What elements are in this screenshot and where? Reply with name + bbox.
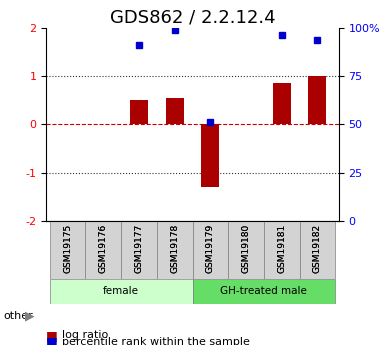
Bar <box>166 98 184 125</box>
Text: GSM19176: GSM19176 <box>99 224 108 274</box>
FancyBboxPatch shape <box>157 221 192 279</box>
Text: GSM19180: GSM19180 <box>241 224 251 274</box>
Title: GDS862 / 2.2.12.4: GDS862 / 2.2.12.4 <box>110 8 275 26</box>
Text: ■: ■ <box>46 329 58 342</box>
FancyBboxPatch shape <box>192 221 228 279</box>
Bar <box>130 100 148 125</box>
Text: ▶: ▶ <box>25 309 35 322</box>
Bar <box>308 76 326 125</box>
Text: GSM19182: GSM19182 <box>313 224 322 273</box>
Text: GSM19179: GSM19179 <box>206 224 215 274</box>
Text: GSM19177: GSM19177 <box>134 224 144 274</box>
FancyBboxPatch shape <box>50 279 192 304</box>
Text: GSM19178: GSM19178 <box>170 224 179 274</box>
FancyBboxPatch shape <box>85 221 121 279</box>
Text: log ratio: log ratio <box>62 331 108 340</box>
Text: female: female <box>103 286 139 296</box>
FancyBboxPatch shape <box>50 221 85 279</box>
Text: GSM19179: GSM19179 <box>206 224 215 274</box>
Text: ■: ■ <box>46 335 58 345</box>
Text: other: other <box>4 311 33 321</box>
Text: GSM19175: GSM19175 <box>63 224 72 274</box>
Text: GSM19181: GSM19181 <box>277 224 286 274</box>
Text: GSM19182: GSM19182 <box>313 224 322 273</box>
FancyBboxPatch shape <box>264 221 300 279</box>
Text: GSM19178: GSM19178 <box>170 224 179 274</box>
Bar <box>273 83 291 125</box>
FancyBboxPatch shape <box>228 221 264 279</box>
Text: GSM19175: GSM19175 <box>63 224 72 274</box>
Text: GSM19180: GSM19180 <box>241 224 251 274</box>
FancyBboxPatch shape <box>121 221 157 279</box>
FancyBboxPatch shape <box>300 221 335 279</box>
Text: percentile rank within the sample: percentile rank within the sample <box>62 337 249 345</box>
Text: GSM19177: GSM19177 <box>134 224 144 274</box>
Text: GSM19176: GSM19176 <box>99 224 108 274</box>
Text: GH-treated male: GH-treated male <box>221 286 307 296</box>
Bar <box>201 125 219 187</box>
FancyBboxPatch shape <box>192 279 335 304</box>
Text: GSM19181: GSM19181 <box>277 224 286 274</box>
